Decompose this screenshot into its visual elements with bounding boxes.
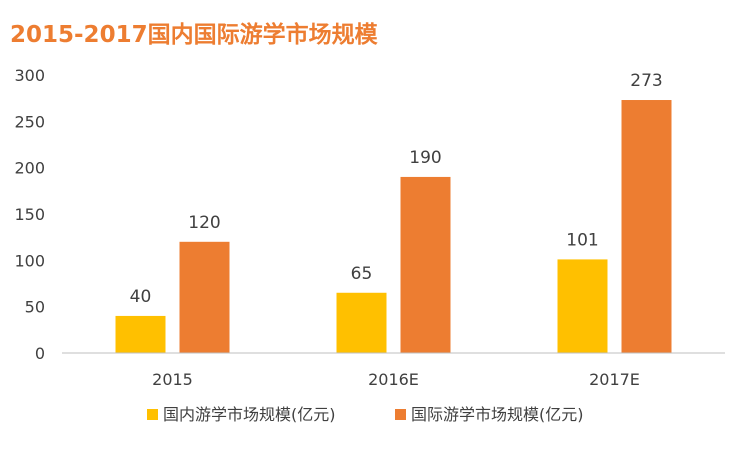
bar: [336, 292, 387, 353]
data-label: 40: [130, 287, 152, 307]
legend-swatch: [395, 409, 406, 420]
x-tick-label: 2017E: [589, 370, 640, 389]
y-tick-label: 100: [14, 251, 45, 270]
data-label: 101: [566, 230, 598, 250]
y-tick-label: 250: [14, 112, 45, 131]
bar: [179, 241, 230, 353]
data-label: 273: [630, 71, 662, 91]
legend-label: 国内游学市场规模(亿元): [163, 405, 336, 424]
y-axis: 0 50 100 150 200 250 300: [14, 66, 45, 363]
bar: [621, 100, 672, 354]
y-tick-label: 50: [25, 298, 45, 317]
bar: [557, 259, 608, 353]
bar: [115, 315, 166, 353]
chart-title: 2015-2017国内国际游学市场规模: [10, 21, 379, 48]
data-label: 120: [188, 213, 220, 233]
bar: [400, 176, 451, 353]
data-label: 65: [351, 264, 373, 284]
y-tick-label: 300: [14, 66, 45, 85]
plot-area: 40 120 65 190 101 273: [115, 71, 672, 354]
y-tick-label: 0: [35, 344, 45, 363]
x-axis: 2015 2016E 2017E: [152, 370, 640, 389]
x-tick-label: 2015: [152, 370, 193, 389]
data-label: 190: [409, 148, 441, 168]
legend-swatch: [147, 409, 158, 420]
y-tick-label: 150: [14, 205, 45, 224]
legend: 国内游学市场规模(亿元) 国际游学市场规模(亿元): [147, 405, 584, 424]
y-tick-label: 200: [14, 159, 45, 178]
legend-label: 国际游学市场规模(亿元): [411, 405, 584, 424]
x-tick-label: 2016E: [368, 370, 419, 389]
